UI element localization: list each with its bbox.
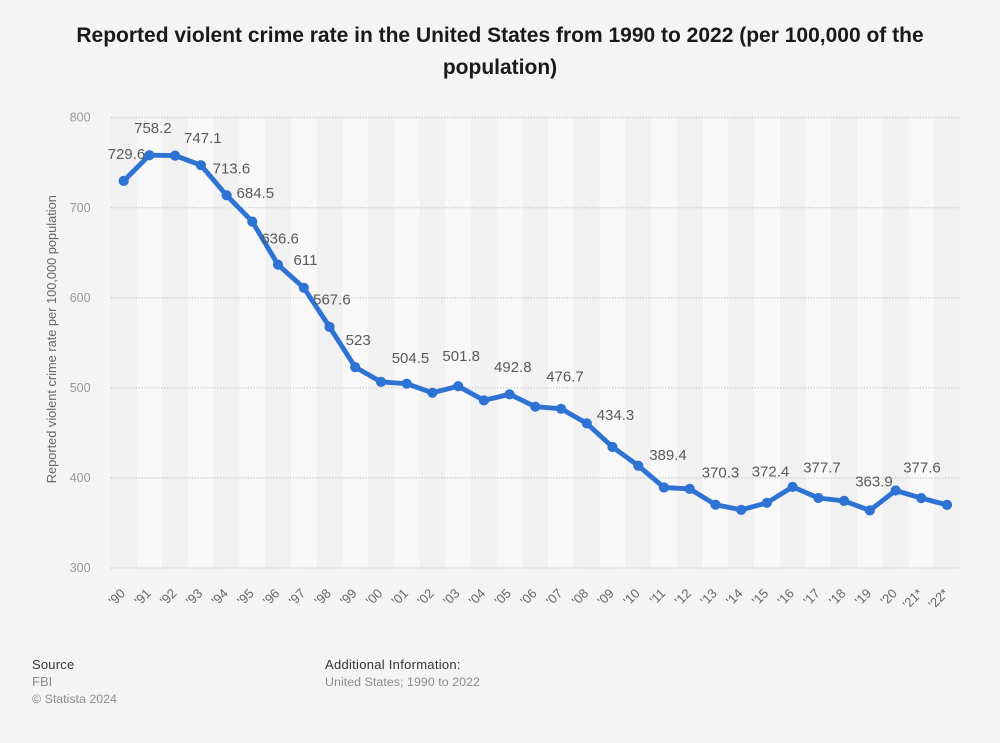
svg-text:434.3: 434.3 [597,407,635,424]
svg-text:389.4: 389.4 [649,447,687,464]
svg-text:713.6: 713.6 [213,161,251,178]
svg-text:611: 611 [294,252,318,269]
svg-text:684.5: 684.5 [237,185,275,202]
svg-text:363.9: 363.9 [855,474,893,491]
svg-text:600: 600 [70,291,91,305]
svg-text:372.4: 372.4 [752,464,790,481]
svg-text:747.1: 747.1 [184,130,222,147]
svg-text:729.6: 729.6 [108,146,146,163]
svg-text:300: 300 [70,561,91,575]
svg-text:400: 400 [70,471,91,485]
svg-text:492.8: 492.8 [494,359,532,376]
svg-text:370.3: 370.3 [702,465,740,482]
svg-text:636.6: 636.6 [261,230,299,247]
svg-text:523: 523 [346,332,371,349]
svg-text:476.7: 476.7 [546,369,584,386]
svg-text:758.2: 758.2 [134,120,172,137]
svg-text:800: 800 [70,111,91,125]
svg-text:377.6: 377.6 [903,460,941,477]
svg-text:377.7: 377.7 [803,460,841,477]
svg-text:567.6: 567.6 [313,292,351,309]
svg-text:504.5: 504.5 [392,350,430,367]
svg-text:700: 700 [70,201,91,215]
svg-text:500: 500 [70,381,91,395]
svg-text:501.8: 501.8 [442,348,480,365]
svg-text:Reported violent crime rate pe: Reported violent crime rate per 100,000 … [44,195,59,483]
